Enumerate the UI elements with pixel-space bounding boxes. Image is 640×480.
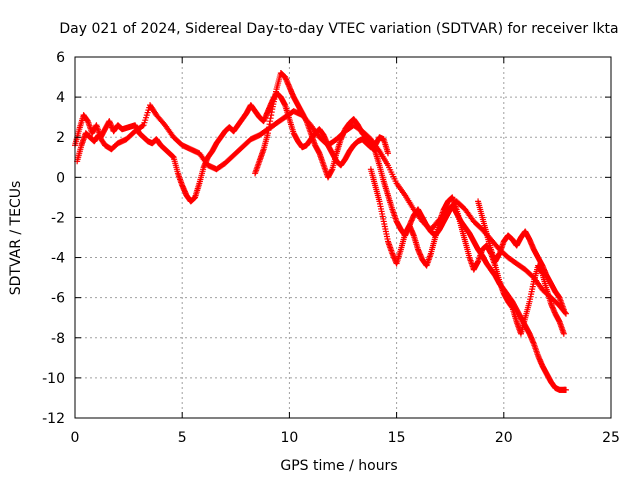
y-tick-label: 2 [56,130,65,146]
data-points [72,70,569,393]
data-point [139,122,146,129]
grid [75,57,611,418]
y-tick-label: -2 [51,210,65,226]
y-tick-label: -8 [51,331,65,347]
x-axis-label: GPS time / hours [280,458,397,474]
data-point [562,386,569,393]
x-tick-label: 25 [602,430,620,446]
series-trace-d [367,166,567,337]
y-tick-label: -4 [51,251,65,267]
data-point [560,330,567,337]
data-point [385,150,392,157]
x-tick-label: 5 [178,430,187,446]
series-trace-a [72,90,392,205]
y-tick-label: -10 [42,371,65,387]
x-tick-label: 20 [495,430,513,446]
data-point [562,310,569,317]
y-tick-label: -12 [42,411,65,427]
y-tick-label: 4 [56,90,65,106]
data-point [560,306,567,313]
x-tick-label: 10 [280,430,298,446]
y-tick-label: 0 [56,170,65,186]
series-trace-e [475,198,567,313]
y-tick-label: 6 [56,50,65,66]
data-point [562,309,569,316]
y-tick-label: -6 [51,291,65,307]
x-tick-label: 15 [388,430,406,446]
y-axis-label: SDTVAR / TECUs [8,181,24,296]
y-axis: -12 -10 -8 -6 -4 -2 0 2 4 6 [42,50,611,427]
plot-frame [74,56,612,419]
chart-title: Day 021 of 2024, Sidereal Day-to-day VTE… [59,21,618,37]
x-tick-label: 0 [71,430,80,446]
x-axis: 0 5 10 15 20 25 [71,57,620,446]
